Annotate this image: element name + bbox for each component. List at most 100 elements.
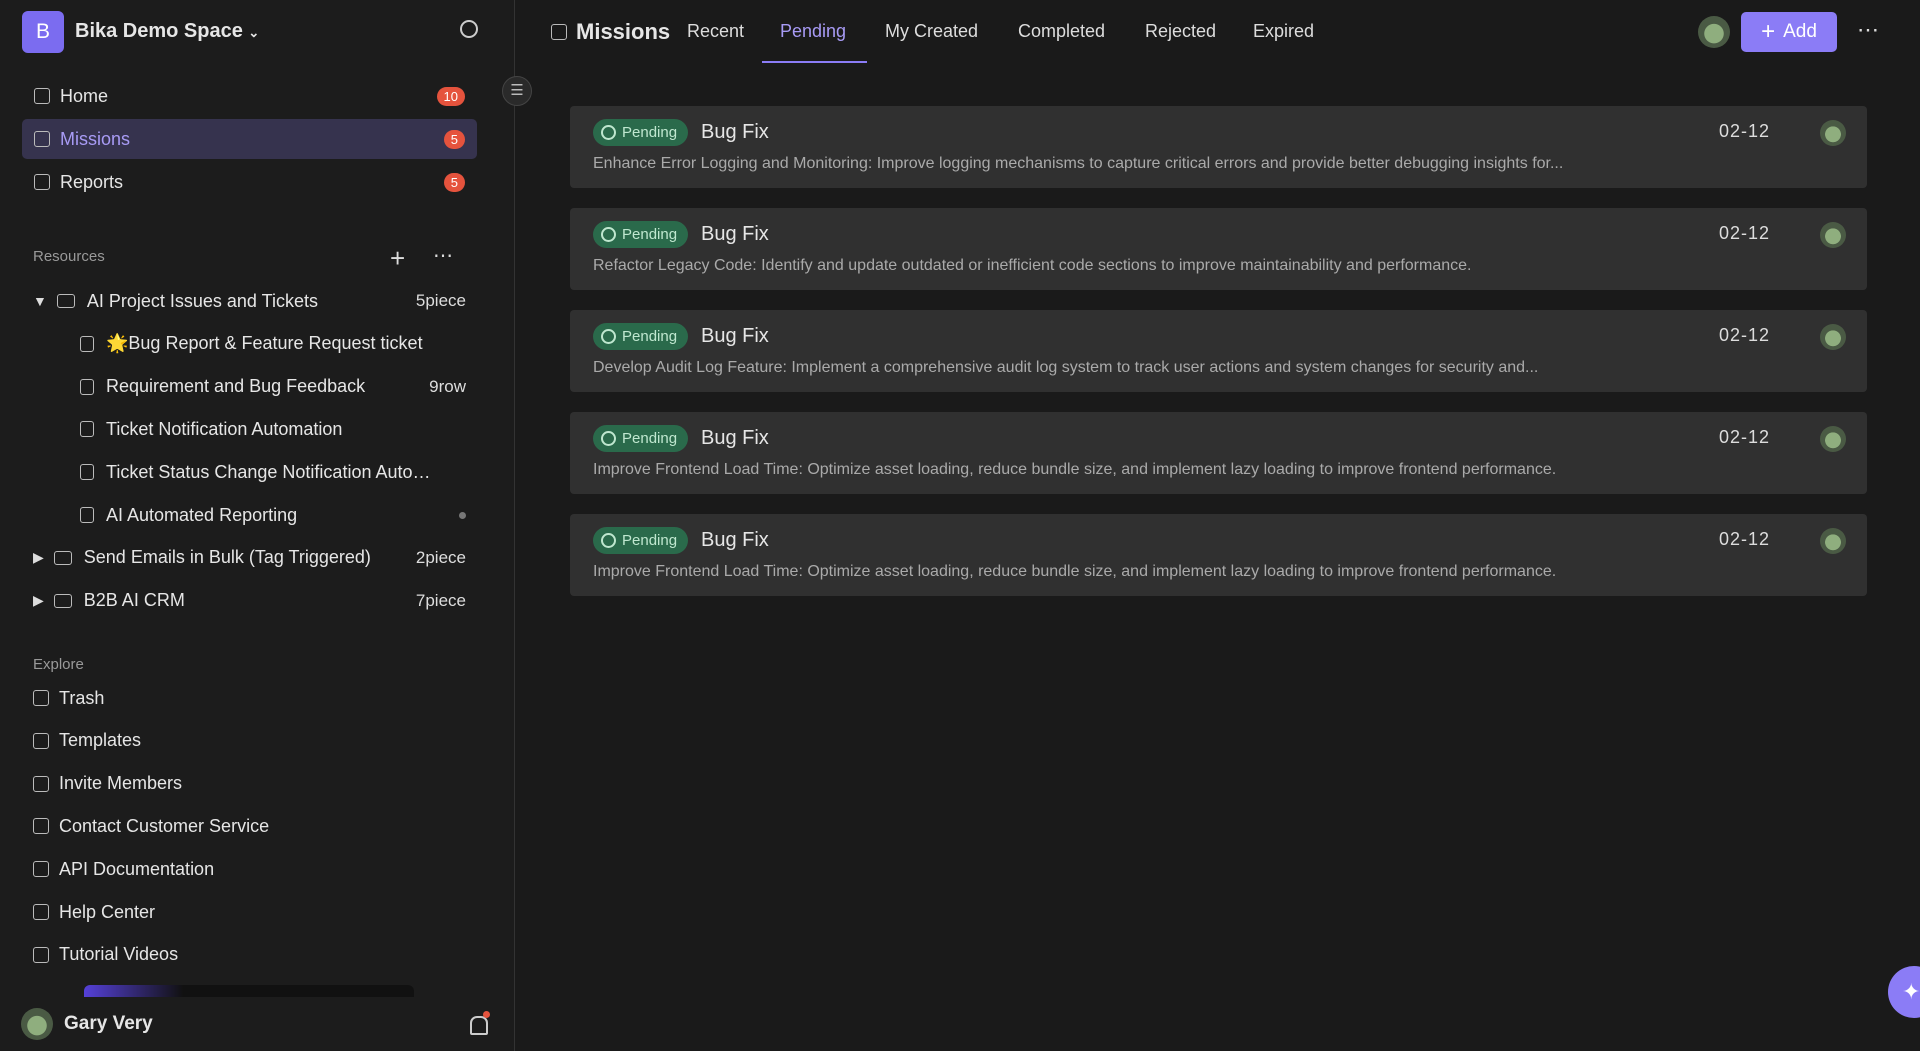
tree-row[interactable]: Requirement and Bug Feedback 9row xyxy=(80,367,466,407)
space-name[interactable]: Bika Demo Space ⌄ xyxy=(75,20,260,42)
explore-item[interactable]: Trash xyxy=(33,678,104,718)
add-button-text[interactable]: Add xyxy=(1783,21,1817,42)
space-name-text[interactable]: Bika Demo Space xyxy=(75,20,243,42)
tab[interactable]: Pending xyxy=(780,21,847,41)
tree-toggle[interactable]: ▼ xyxy=(33,293,47,309)
tree-row[interactable]: AI Automated Reporting xyxy=(80,495,466,535)
explore-item[interactable]: API Documentation xyxy=(33,849,214,889)
mission-card[interactable]: Pending Bug Fix Develop Audit Log Feature:… xyxy=(570,310,1867,392)
mission-description: Develop Audit Log Feature: Implement a c… xyxy=(593,359,1539,376)
more-resource[interactable]: ⋯ xyxy=(433,245,453,267)
nav-label[interactable]: Reports xyxy=(60,171,124,192)
status-dot xyxy=(459,511,466,519)
explore-item[interactable]: Templates xyxy=(33,721,141,761)
nav-item[interactable]: Missions 5 xyxy=(22,119,477,159)
mission-title[interactable]: Bug Fix xyxy=(701,325,769,347)
nav-badge: 5 xyxy=(443,129,465,149)
explore-label[interactable]: Trash xyxy=(59,687,105,708)
tree-count: 7piece xyxy=(415,590,466,610)
clock-icon xyxy=(601,533,616,548)
search-icon[interactable] xyxy=(460,20,478,38)
explore-icon xyxy=(33,946,49,963)
tree-row[interactable]: ▶ Send Emails in Bulk (Tag Triggered) 2pie… xyxy=(33,538,466,578)
tree-label[interactable]: Ticket Notification Automation xyxy=(106,418,343,439)
explore-item[interactable]: Tutorial Videos xyxy=(33,935,178,975)
notification-bell[interactable] xyxy=(470,1016,488,1035)
mission-date: 02-12 xyxy=(1719,121,1771,141)
mission-title[interactable]: Bug Fix xyxy=(701,121,769,143)
clock-icon xyxy=(601,227,616,242)
tree-row[interactable]: ▶ B2B AI CRM 7piece xyxy=(33,581,466,621)
resources-title: Resources xyxy=(33,248,105,265)
explore-label[interactable]: API Documentation xyxy=(59,858,215,879)
tree-count: 9row xyxy=(429,376,466,396)
tree-toggle[interactable]: ▶ xyxy=(33,549,44,566)
tab[interactable]: My Created xyxy=(885,21,979,41)
tree-row[interactable]: Ticket Status Change Notification Auto… xyxy=(80,452,466,492)
ai-button[interactable]: ✦ xyxy=(1888,966,1920,1018)
tree-row[interactable]: 🌟Bug Report & Feature Request ticket xyxy=(80,324,466,364)
space-icon[interactable]: B xyxy=(22,11,64,53)
status-text: Pending xyxy=(622,430,678,447)
tree-label[interactable]: 🌟Bug Report & Feature Request ticket xyxy=(106,333,423,354)
nav-label[interactable]: Missions xyxy=(60,128,131,149)
mission-title[interactable]: Bug Fix xyxy=(701,223,769,245)
tab[interactable]: Recent xyxy=(687,21,745,41)
sidebar: B Bika Demo Space ⌄ Home 10 Missions 5 Repor… xyxy=(0,0,515,1051)
explore-item[interactable]: Contact Customer Service xyxy=(33,806,269,846)
mission-card[interactable]: Pending Bug Fix Improve Frontend Load Time… xyxy=(570,514,1867,596)
tree-label[interactable]: Send Emails in Bulk (Tag Triggered) xyxy=(83,547,371,568)
mission-description: Improve Frontend Load Time: Optimize ass… xyxy=(593,461,1557,478)
more-button[interactable]: ⋯ xyxy=(1857,17,1879,42)
user-avatar[interactable] xyxy=(21,1008,53,1040)
clock-icon xyxy=(601,125,616,140)
explore-label[interactable]: Templates xyxy=(59,730,142,751)
mission-description: Enhance Error Logging and Monitoring: Im… xyxy=(593,155,1564,172)
explore-icon xyxy=(33,861,49,878)
status-pill: Pending xyxy=(593,221,689,248)
explore-item[interactable]: Help Center xyxy=(33,892,155,932)
tree-row[interactable]: Ticket Notification Automation xyxy=(80,409,466,449)
nav-item[interactable]: Home 10 xyxy=(22,76,477,116)
mission-title[interactable]: Bug Fix xyxy=(701,529,769,551)
clock-icon xyxy=(601,329,616,344)
add-button[interactable]: + Add xyxy=(1741,12,1837,52)
nav-label[interactable]: Home xyxy=(60,85,109,106)
promo-banner[interactable] xyxy=(84,985,414,997)
mission-card[interactable]: Pending Bug Fix Refactor Legacy Code: Iden… xyxy=(570,208,1867,290)
explore-item[interactable]: Invite Members xyxy=(33,764,182,804)
tree-label[interactable]: AI Project Issues and Tickets xyxy=(86,290,318,311)
mission-card[interactable]: Pending Bug Fix Enhance Error Logging and … xyxy=(570,106,1867,188)
tab[interactable]: Expired xyxy=(1253,21,1315,41)
tab[interactable]: Completed xyxy=(1018,21,1106,41)
tree-row[interactable]: ▼ AI Project Issues and Tickets 5piece xyxy=(33,281,466,321)
header-avatar[interactable] xyxy=(1698,16,1730,48)
explore-label[interactable]: Tutorial Videos xyxy=(59,944,179,965)
nav-icon xyxy=(34,174,50,190)
explore-label[interactable]: Invite Members xyxy=(59,773,183,794)
status-text: Pending xyxy=(622,328,678,345)
collapse-button[interactable]: ☰ xyxy=(502,76,532,106)
explore-label[interactable]: Contact Customer Service xyxy=(59,815,270,836)
tab[interactable]: Rejected xyxy=(1145,21,1217,41)
tree-label[interactable]: Ticket Status Change Notification Auto… xyxy=(106,461,431,482)
tree-toggle[interactable]: ▶ xyxy=(33,592,44,609)
mission-date: 02-12 xyxy=(1719,223,1771,243)
assignee-avatar xyxy=(1820,120,1846,146)
node-icon xyxy=(80,378,94,395)
nav-item[interactable]: Reports 5 xyxy=(22,162,477,202)
mission-card[interactable]: Pending Bug Fix Improve Frontend Load Time… xyxy=(570,412,1867,494)
tree-label[interactable]: AI Automated Reporting xyxy=(106,504,298,525)
nav-badge: 10 xyxy=(436,86,465,106)
mission-title[interactable]: Bug Fix xyxy=(701,427,769,449)
mission-date: 02-12 xyxy=(1719,325,1771,345)
tree-label[interactable]: B2B AI CRM xyxy=(83,590,185,611)
status-text: Pending xyxy=(622,532,678,549)
add-resource[interactable]: + xyxy=(390,243,406,273)
user-name[interactable]: Gary Very xyxy=(64,1013,153,1034)
tree-count: 5piece xyxy=(415,291,466,310)
tree-label[interactable]: Requirement and Bug Feedback xyxy=(106,376,366,397)
explore-label[interactable]: Help Center xyxy=(59,901,156,922)
status-pill: Pending xyxy=(593,323,689,350)
